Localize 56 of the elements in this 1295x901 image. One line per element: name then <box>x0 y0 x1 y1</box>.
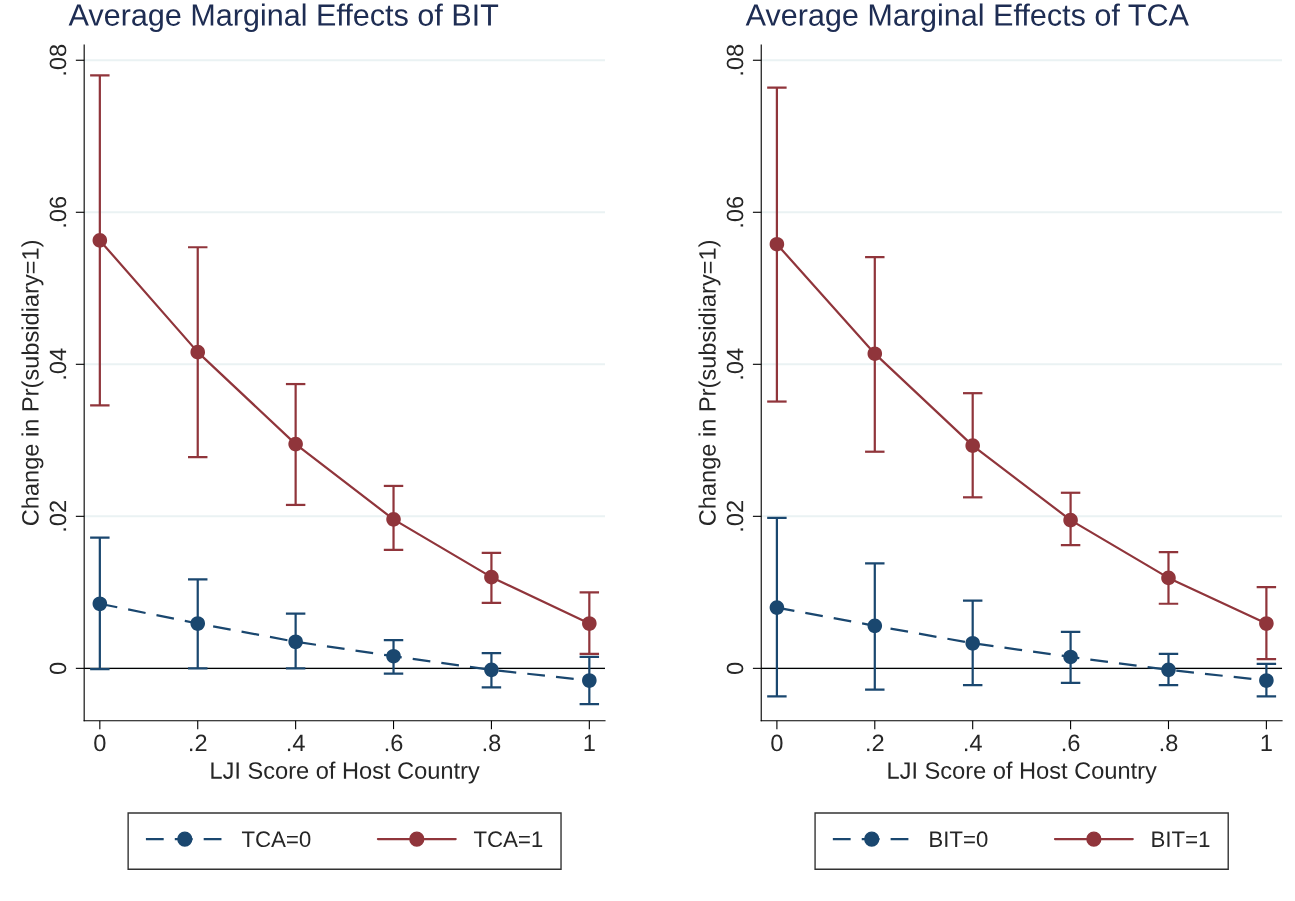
x-tick-label: .2 <box>190 734 207 752</box>
x-axis-title: LJI Score of Host Country <box>211 761 480 784</box>
x-tick-label: .8 <box>1160 734 1178 752</box>
y-tick-label: .06 <box>726 196 744 227</box>
y-tick-label: .02 <box>49 501 67 531</box>
point <box>1259 616 1274 631</box>
x-tick-label: .6 <box>1062 734 1080 752</box>
point <box>190 344 206 360</box>
point <box>92 233 108 248</box>
x-tick-label: 1 <box>1261 734 1272 752</box>
x-tick-label: 0 <box>94 734 106 752</box>
point <box>386 648 401 664</box>
chart-title: Average Marginal Effects of BIT <box>68 3 499 32</box>
legend-label: BIT=0 <box>930 831 988 848</box>
x-tick-label: 0 <box>771 734 783 752</box>
x-axis-title: LJI Score of Host Country <box>888 761 1157 784</box>
x-tick-label: .6 <box>385 734 403 752</box>
y-tick-label: .02 <box>726 501 744 531</box>
point <box>484 569 499 585</box>
point <box>92 596 108 612</box>
x-tick-label: 1 <box>584 734 595 752</box>
point <box>582 616 597 631</box>
y-tick-label: 0 <box>49 662 67 674</box>
point <box>769 236 785 252</box>
point <box>867 618 883 634</box>
y-tick-label: .08 <box>726 44 744 75</box>
x-tick-label: .8 <box>483 734 501 752</box>
point <box>1063 512 1078 528</box>
y-axis-title: Change in Pr(subsidiary=1) <box>21 241 44 526</box>
point <box>1063 649 1078 665</box>
point <box>190 616 206 631</box>
point <box>1161 662 1176 678</box>
x-tick-label: .4 <box>965 734 982 752</box>
legend-label: TCA=1 <box>473 831 543 848</box>
point <box>288 436 303 452</box>
y-tick-label: .04 <box>49 348 67 379</box>
x-tick-label: .2 <box>867 734 884 752</box>
point <box>965 635 980 651</box>
point <box>769 600 785 615</box>
legend-label: BIT=1 <box>1152 831 1210 847</box>
point <box>1259 673 1274 688</box>
point <box>1161 570 1176 586</box>
y-tick-label: .08 <box>49 44 67 75</box>
legend-label: TCA=0 <box>241 831 311 848</box>
x-tick-label: .4 <box>287 734 305 752</box>
y-tick-label: .06 <box>49 196 67 227</box>
point <box>582 673 597 688</box>
point <box>386 512 401 527</box>
y-axis-title: Change in Pr(subsidiary=1) <box>698 241 721 526</box>
point <box>965 438 980 453</box>
y-tick-label: 0 <box>726 662 744 674</box>
point <box>288 634 303 650</box>
chart-title: Average Marginal Effects of TCA <box>745 3 1189 32</box>
point <box>867 346 883 361</box>
y-tick-label: .04 <box>726 348 744 379</box>
point <box>484 662 499 678</box>
